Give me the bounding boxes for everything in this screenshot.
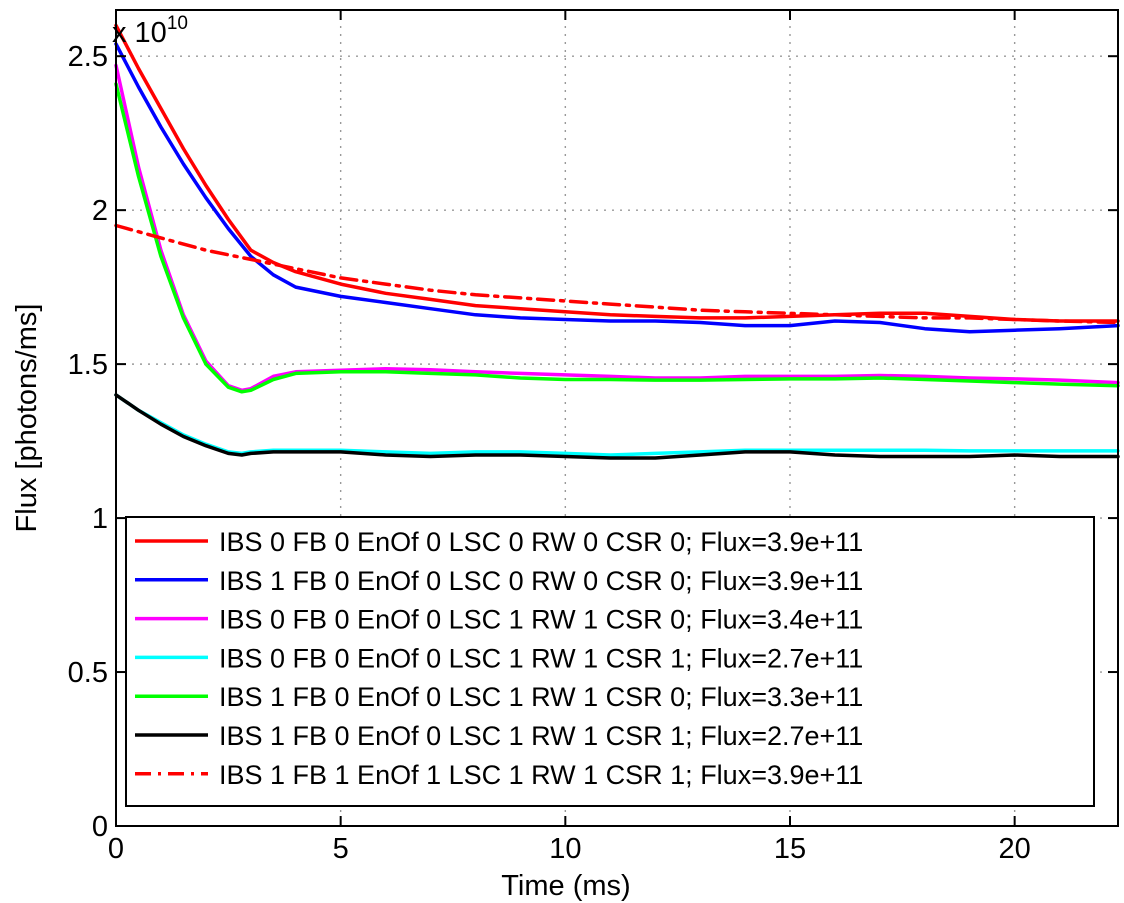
- axis-ticks: 0 5 10 15 20 0 0.5 1 1.5 2 2.5: [68, 10, 1118, 865]
- legend-box: [125, 516, 1095, 807]
- series-line-1: [114, 23, 1120, 323]
- legend-label-4: IBS 0 FB 0 EnOf 0 LSC 1 RW 1 CSR 1; Flux…: [219, 643, 863, 673]
- series-line-7: [114, 223, 1120, 325]
- series-line-3: [114, 63, 1120, 393]
- x-tick-label: 5: [333, 833, 349, 865]
- x-tick-label: 0: [108, 833, 124, 865]
- legend-label-2: IBS 1 FB 0 EnOf 0 LSC 0 RW 0 CSR 0; Flux…: [219, 566, 863, 596]
- y-tick-label: 2: [92, 195, 108, 227]
- legend-label-3: IBS 0 FB 0 EnOf 0 LSC 1 RW 1 CSR 0; Flux…: [219, 605, 863, 635]
- x-tick-label: 20: [999, 833, 1031, 865]
- series-line-4: [114, 393, 1120, 457]
- y-multiplier-label: x 1010: [112, 13, 188, 49]
- series-line-5: [114, 82, 1120, 394]
- legend-label-7: IBS 1 FB 1 EnOf 1 LSC 1 RW 1 CSR 1; Flux…: [219, 760, 863, 790]
- series-line-2: [114, 42, 1120, 334]
- y-tick-label: 0: [92, 811, 108, 843]
- x-tick-label: 10: [549, 833, 581, 865]
- x-axis-label: Time (ms): [501, 870, 630, 902]
- plot-frame: [115, 9, 1119, 827]
- series-line-6: [114, 393, 1120, 460]
- x-tick-label: 15: [774, 833, 806, 865]
- legend-label-6: IBS 1 FB 0 EnOf 0 LSC 1 RW 1 CSR 1; Flux…: [219, 721, 863, 751]
- y-tick-label: 2.5: [68, 41, 108, 73]
- series-lines: [114, 23, 1120, 460]
- legend: IBS 0 FB 0 EnOf 0 LSC 0 RW 0 CSR 0; Flux…: [125, 516, 1095, 807]
- y-tick-label: 1.5: [68, 349, 108, 381]
- y-tick-label: 1: [92, 503, 108, 535]
- legend-label-5: IBS 1 FB 0 EnOf 0 LSC 1 RW 1 CSR 0; Flux…: [219, 682, 863, 712]
- legend-label-1: IBS 0 FB 0 EnOf 0 LSC 0 RW 0 CSR 0; Flux…: [219, 527, 863, 557]
- y-axis-label: Flux [photons/ms]: [11, 304, 43, 533]
- y-tick-label: 0.5: [68, 657, 108, 689]
